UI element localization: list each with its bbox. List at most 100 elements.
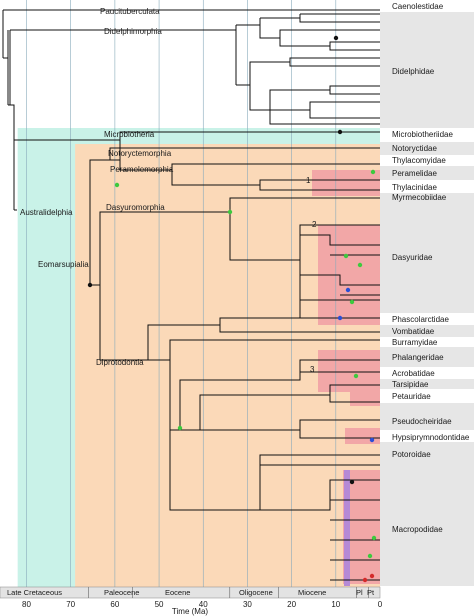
purple-bar [344, 470, 350, 586]
epoch-dividers [88, 587, 369, 598]
tree-nodes [87, 35, 377, 583]
time-tick-label: 70 [66, 600, 75, 609]
epoch-eocene: Eocene [165, 588, 190, 597]
family-band [380, 313, 474, 325]
clade-label-eomarsupialia: Eomarsupialia [38, 260, 89, 269]
branch [236, 57, 380, 86]
node-green [114, 182, 120, 188]
family-band [380, 337, 474, 347]
family-label: Thylacomyidae [392, 156, 446, 165]
branch [249, 85, 380, 119]
time-tick-label: 0 [378, 600, 383, 609]
node-blue [369, 437, 375, 443]
epoch-paleocene: Paleocene [104, 588, 139, 597]
node-green [353, 373, 359, 379]
node-green [343, 253, 349, 259]
highlight-petauridae [350, 390, 380, 406]
family-label: Macropodidae [392, 525, 443, 534]
branch [110, 159, 380, 191]
time-scale: 80 70 60 50 40 30 20 10 0 Late Cretaceous Paleoce… [0, 586, 383, 616]
node-green [367, 553, 373, 559]
node-green [370, 169, 376, 175]
family-band [380, 347, 474, 367]
clade-label-dasyuromorphia: Dasyuromorphia [106, 203, 165, 212]
highlight-pseudocheiridae [345, 428, 380, 444]
branch [119, 131, 380, 140]
clade-label-notoryctemorphia: Notoryctemorphia [108, 149, 172, 158]
family-label: Notoryctidae [392, 144, 437, 153]
branch [2, 9, 380, 58]
family-label: Thylacinidae [392, 183, 437, 192]
time-tick-label: 10 [331, 600, 340, 609]
node-green [357, 262, 363, 268]
node-blue [345, 287, 351, 293]
time-grid [26, 0, 337, 587]
node-black [337, 129, 343, 135]
family-band [380, 468, 474, 586]
node-green [177, 425, 183, 431]
time-tick-label: 30 [243, 600, 252, 609]
family-label: Phascolarctidae [392, 315, 449, 324]
branch [10, 25, 237, 85]
node-black [349, 479, 355, 485]
node-black [87, 282, 93, 288]
family-band [380, 166, 474, 180]
family-band [380, 367, 474, 379]
node-red [369, 573, 375, 579]
family-band [380, 193, 474, 203]
family-labels: Caenolestidae Didelphidae Microbiotheriida… [392, 2, 470, 534]
clade-label-microbiotheria: Microbiotheria [104, 130, 155, 139]
family-band [380, 403, 474, 430]
branch [269, 110, 380, 125]
node-green [227, 209, 233, 215]
family-band [380, 128, 474, 142]
epoch-late-cretaceous: Late Cretaceous [7, 588, 62, 597]
time-tick-label: 20 [287, 600, 296, 609]
family-band [380, 12, 474, 128]
highlight-number-1: 1 [306, 176, 311, 185]
family-band [380, 203, 474, 313]
family-label: Phalangeridae [392, 353, 444, 362]
clade-label-diprotodontia: Diprotodontia [96, 358, 144, 367]
family-label: Potoroidae [392, 450, 431, 459]
family-label: Peramelidae [392, 169, 437, 178]
node-black [333, 35, 339, 41]
highlight-1 [312, 170, 380, 196]
branch [169, 430, 380, 581]
branch [180, 384, 380, 439]
clade-label-peramelemorphia: Peramelemorphia [110, 165, 174, 174]
family-label: Hypsiprymnodontidae [392, 433, 470, 442]
family-band [380, 430, 474, 442]
family-band [380, 180, 474, 193]
epoch-pleistocene: Pt [367, 588, 375, 597]
branch [299, 234, 380, 319]
family-label: Vombatidae [392, 327, 435, 336]
family-label: Pseudocheiridae [392, 417, 452, 426]
node-blue [337, 315, 343, 321]
family-bands [380, 0, 474, 586]
time-ticks: 80 70 60 50 40 30 20 10 0 [22, 600, 383, 609]
family-band [380, 442, 474, 468]
family-band [380, 0, 474, 12]
branch [99, 285, 380, 361]
time-tick-label: 80 [22, 600, 31, 609]
time-tick-label: 50 [155, 600, 164, 609]
epoch-oligocene: Oligocene [239, 588, 273, 597]
branch [8, 104, 17, 211]
time-tick-label: 60 [110, 600, 119, 609]
family-band [380, 155, 474, 166]
node-red [362, 577, 368, 583]
highlight-3 [318, 350, 380, 392]
clade-label-paucituberculata: Paucituberculata [100, 7, 160, 16]
family-label: Acrobatidae [392, 369, 435, 378]
family-label: Microbiotheriidae [392, 130, 453, 139]
family-label: Myrmecobiidae [392, 193, 447, 202]
family-label: Burramyidae [392, 338, 438, 347]
highlight-number-3: 3 [310, 365, 315, 374]
family-label: Caenolestidae [392, 2, 444, 11]
epoch-bar-background [0, 586, 381, 599]
node-green [349, 299, 355, 305]
branch [90, 147, 380, 161]
